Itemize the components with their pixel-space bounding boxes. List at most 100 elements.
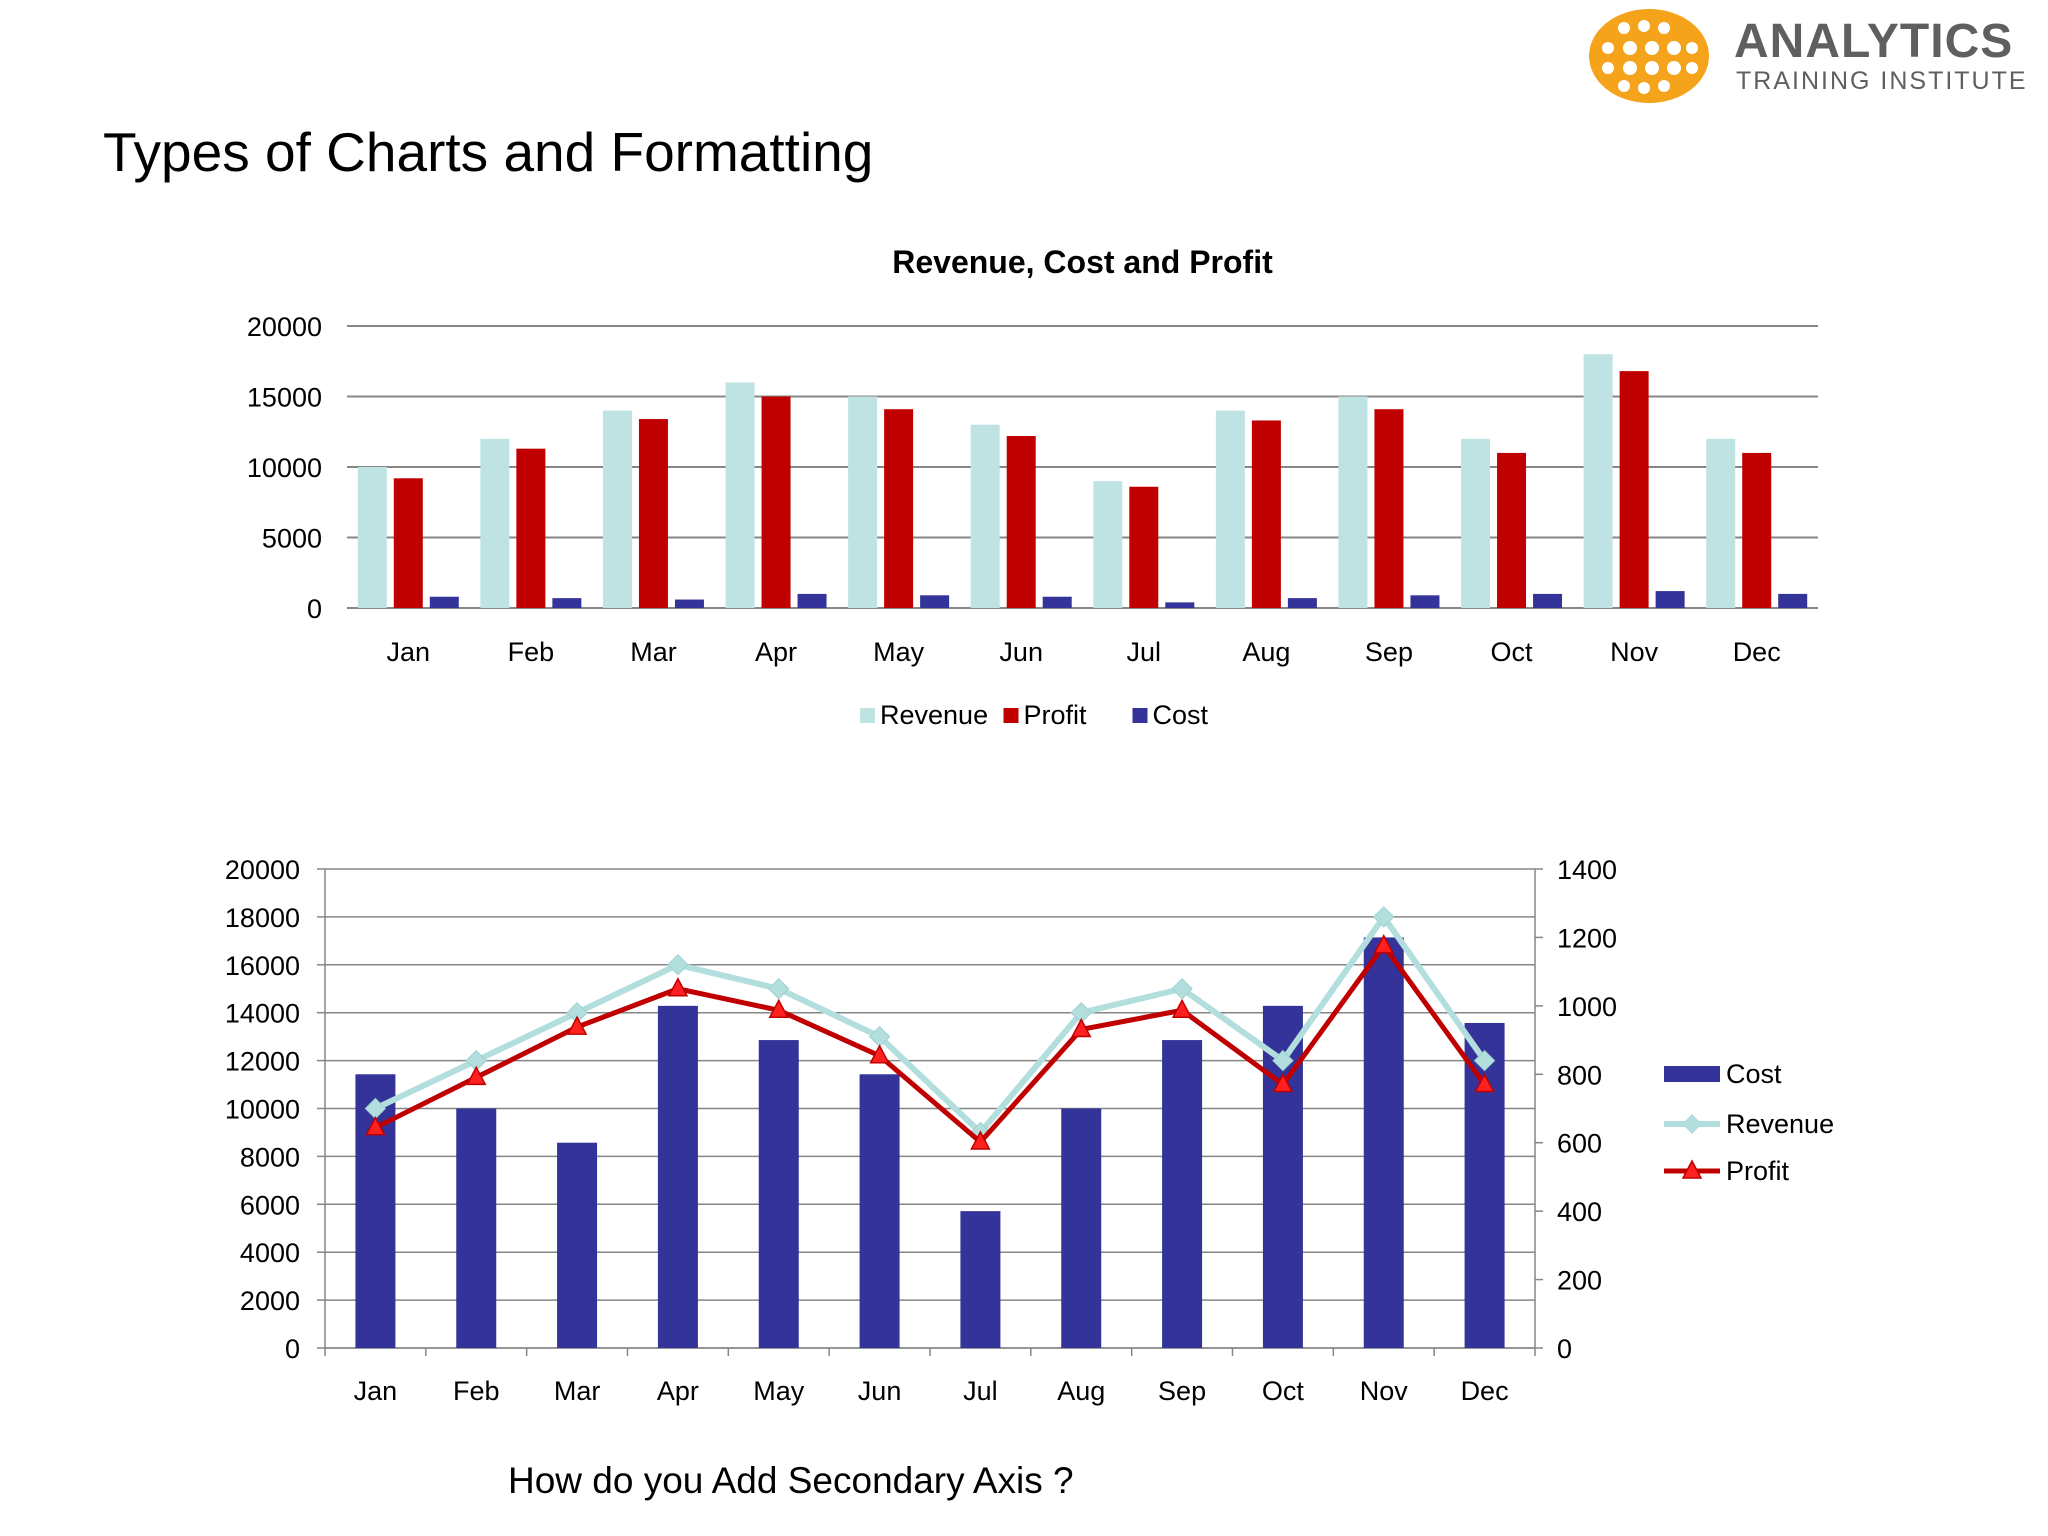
marker-profit-sep bbox=[1171, 998, 1193, 1019]
x-tick-label: Nov bbox=[1360, 1376, 1409, 1406]
x-tick-label: Aug bbox=[1242, 637, 1290, 667]
bar-profit-mar bbox=[638, 419, 668, 608]
bar-revenue-mar bbox=[602, 410, 632, 608]
bar-cost-dec bbox=[1464, 1022, 1505, 1348]
x-tick-label: Apr bbox=[755, 637, 797, 667]
bar-profit-dec bbox=[1742, 452, 1772, 608]
legend-label-cost: Cost bbox=[1153, 700, 1209, 730]
marker-revenue-may bbox=[768, 978, 790, 1000]
bar-revenue-aug bbox=[1215, 410, 1245, 608]
legend-swatch-cost bbox=[1664, 1066, 1720, 1082]
bar-revenue-nov bbox=[1583, 354, 1613, 608]
bar-profit-feb bbox=[516, 448, 546, 608]
legend-label-revenue: Revenue bbox=[1726, 1109, 1834, 1139]
y-tick-label: 14000 bbox=[225, 999, 300, 1029]
marker-profit-jan bbox=[365, 1116, 386, 1136]
logo-name: ANALYTICS bbox=[1734, 15, 2014, 68]
y2-tick-label: 600 bbox=[1557, 1129, 1602, 1159]
bar-cost-jan bbox=[429, 596, 459, 608]
marker-profit-jul bbox=[970, 1130, 991, 1150]
line-revenue bbox=[374, 911, 1488, 1137]
y-tick-label: 15000 bbox=[247, 383, 322, 413]
bar-cost-may bbox=[920, 595, 950, 608]
y-tick-label: 10000 bbox=[225, 1095, 300, 1125]
x-tick-label: May bbox=[873, 637, 925, 667]
marker-profit-nov bbox=[1373, 934, 1394, 954]
bar-profit-apr bbox=[761, 396, 791, 608]
legend-label-profit: Profit bbox=[1024, 700, 1088, 730]
y-tick-label: 18000 bbox=[225, 903, 300, 933]
x-tick-label: Sep bbox=[1365, 637, 1413, 667]
y2-tick-label: 1000 bbox=[1557, 992, 1617, 1022]
bar-cost-may bbox=[758, 1040, 799, 1348]
bar-cost-nov bbox=[1655, 591, 1685, 608]
y-tick-label: 8000 bbox=[240, 1142, 300, 1172]
bar-cost-jul bbox=[960, 1211, 1001, 1348]
y-tick-label: 0 bbox=[285, 1334, 300, 1364]
x-tick-label: Sep bbox=[1158, 1376, 1206, 1406]
x-tick-label: Oct bbox=[1262, 1376, 1305, 1406]
y2-tick-label: 400 bbox=[1557, 1197, 1602, 1227]
marker-revenue-dec bbox=[1473, 1049, 1496, 1072]
legend-label-profit: Profit bbox=[1726, 1156, 1790, 1186]
orange-circle-dots-logo-icon bbox=[1589, 9, 1709, 103]
marker-profit-feb bbox=[466, 1065, 487, 1086]
x-tick-label: Jan bbox=[354, 1376, 398, 1406]
question-caption: How do you Add Secondary Axis ? bbox=[508, 1460, 1074, 1501]
legend-swatch-cost bbox=[1132, 708, 1148, 723]
x-tick-label: Feb bbox=[508, 637, 555, 667]
bar-cost-apr bbox=[657, 1005, 698, 1348]
bar-profit-aug bbox=[1251, 420, 1281, 608]
x-tick-label: Aug bbox=[1057, 1376, 1105, 1406]
marker-profit-apr bbox=[667, 977, 689, 997]
marker-profit-oct bbox=[1272, 1072, 1294, 1093]
bar-revenue-dec bbox=[1706, 438, 1736, 608]
marker-revenue-oct bbox=[1272, 1049, 1294, 1072]
bar-profit-jul bbox=[1129, 486, 1159, 608]
bar-cost-feb bbox=[456, 1108, 497, 1348]
x-tick-label: Dec bbox=[1733, 637, 1781, 667]
y-tick-label: 5000 bbox=[262, 524, 322, 554]
y2-tick-label: 1200 bbox=[1557, 923, 1617, 953]
legend-marker-revenue bbox=[1682, 1114, 1702, 1134]
bar-cost-apr bbox=[797, 593, 827, 608]
y2-tick-label: 800 bbox=[1557, 1060, 1602, 1090]
y-tick-label: 6000 bbox=[240, 1190, 300, 1220]
marker-profit-mar bbox=[566, 1015, 588, 1035]
bar-cost-jul bbox=[1165, 602, 1195, 608]
legend-marker-profit bbox=[1681, 1159, 1703, 1179]
marker-revenue-apr bbox=[667, 954, 689, 976]
bar-revenue-may bbox=[848, 396, 878, 608]
marker-profit-dec bbox=[1474, 1072, 1495, 1093]
marker-profit-jun bbox=[869, 1044, 890, 1064]
slide-title: Types of Charts and Formatting bbox=[103, 121, 874, 183]
y-tick-label: 20000 bbox=[225, 855, 300, 885]
x-tick-label: Mar bbox=[554, 1376, 601, 1406]
secondary-axis-combo-chart: 0200040006000800010000120001400016000180… bbox=[225, 855, 1834, 1406]
x-tick-label: Jul bbox=[1127, 637, 1162, 667]
y2-tick-label: 200 bbox=[1557, 1266, 1602, 1296]
legend-label-revenue: Revenue bbox=[880, 700, 988, 730]
x-tick-label: Oct bbox=[1491, 637, 1534, 667]
bar-cost-mar bbox=[557, 1142, 598, 1348]
x-tick-label: Apr bbox=[657, 1376, 699, 1406]
x-tick-label: May bbox=[753, 1376, 805, 1406]
marker-profit-aug bbox=[1071, 1017, 1092, 1038]
bar-cost-aug bbox=[1287, 598, 1317, 608]
bar-profit-sep bbox=[1374, 409, 1404, 608]
bar-revenue-apr bbox=[725, 382, 755, 608]
marker-profit-may bbox=[768, 998, 789, 1019]
marker-revenue-nov bbox=[1373, 906, 1395, 928]
x-tick-label: Jun bbox=[858, 1376, 902, 1406]
x-tick-label: Feb bbox=[453, 1376, 500, 1406]
x-tick-label: Jun bbox=[999, 637, 1043, 667]
bar-cost-sep bbox=[1410, 595, 1440, 608]
bar-revenue-jul bbox=[1093, 481, 1123, 608]
bar-profit-jun bbox=[1006, 435, 1036, 608]
legend-swatch-revenue bbox=[860, 708, 875, 723]
legend-label-cost: Cost bbox=[1726, 1059, 1782, 1089]
bar-revenue-sep bbox=[1338, 396, 1368, 608]
bar-cost-sep bbox=[1162, 1040, 1203, 1348]
company-logo: ANALYTICS TRAINING INSTITUTE bbox=[1586, 6, 2048, 112]
bar-revenue-oct bbox=[1461, 438, 1491, 608]
